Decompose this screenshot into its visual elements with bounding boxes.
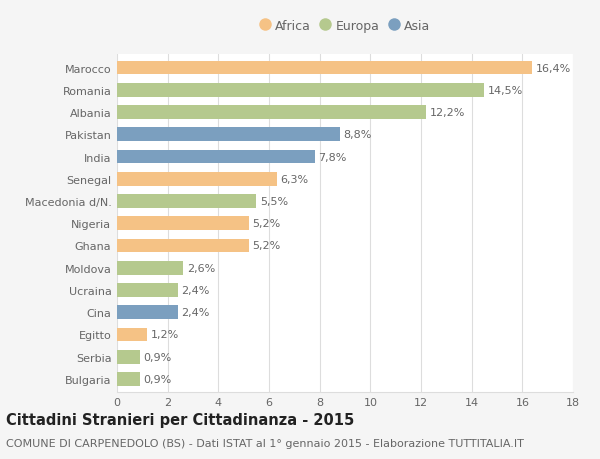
- Text: Cittadini Stranieri per Cittadinanza - 2015: Cittadini Stranieri per Cittadinanza - 2…: [6, 413, 354, 428]
- Bar: [117, 328, 148, 341]
- Text: 2,4%: 2,4%: [182, 308, 210, 318]
- Bar: [117, 239, 249, 253]
- Bar: [117, 62, 532, 75]
- Text: 14,5%: 14,5%: [488, 85, 523, 95]
- Text: 16,4%: 16,4%: [536, 63, 572, 73]
- Text: COMUNE DI CARPENEDOLO (BS) - Dati ISTAT al 1° gennaio 2015 - Elaborazione TUTTIT: COMUNE DI CARPENEDOLO (BS) - Dati ISTAT …: [6, 438, 524, 448]
- Bar: [117, 217, 249, 230]
- Bar: [117, 84, 484, 97]
- Bar: [117, 306, 178, 319]
- Text: 2,4%: 2,4%: [182, 285, 210, 295]
- Bar: [117, 261, 183, 275]
- Text: 0,9%: 0,9%: [143, 374, 172, 384]
- Text: 0,9%: 0,9%: [143, 352, 172, 362]
- Text: 12,2%: 12,2%: [430, 108, 465, 118]
- Text: 5,2%: 5,2%: [253, 241, 281, 251]
- Bar: [117, 195, 256, 208]
- Legend: Africa, Europa, Asia: Africa, Europa, Asia: [257, 17, 433, 35]
- Text: 6,3%: 6,3%: [280, 174, 308, 185]
- Text: 1,2%: 1,2%: [151, 330, 179, 340]
- Text: 8,8%: 8,8%: [344, 130, 372, 140]
- Text: 2,6%: 2,6%: [187, 263, 215, 273]
- Bar: [117, 150, 314, 164]
- Text: 5,2%: 5,2%: [253, 219, 281, 229]
- Bar: [117, 106, 426, 120]
- Bar: [117, 128, 340, 142]
- Bar: [117, 350, 140, 364]
- Bar: [117, 173, 277, 186]
- Text: 5,5%: 5,5%: [260, 196, 288, 207]
- Text: 7,8%: 7,8%: [319, 152, 347, 162]
- Bar: [117, 284, 178, 297]
- Bar: [117, 372, 140, 386]
